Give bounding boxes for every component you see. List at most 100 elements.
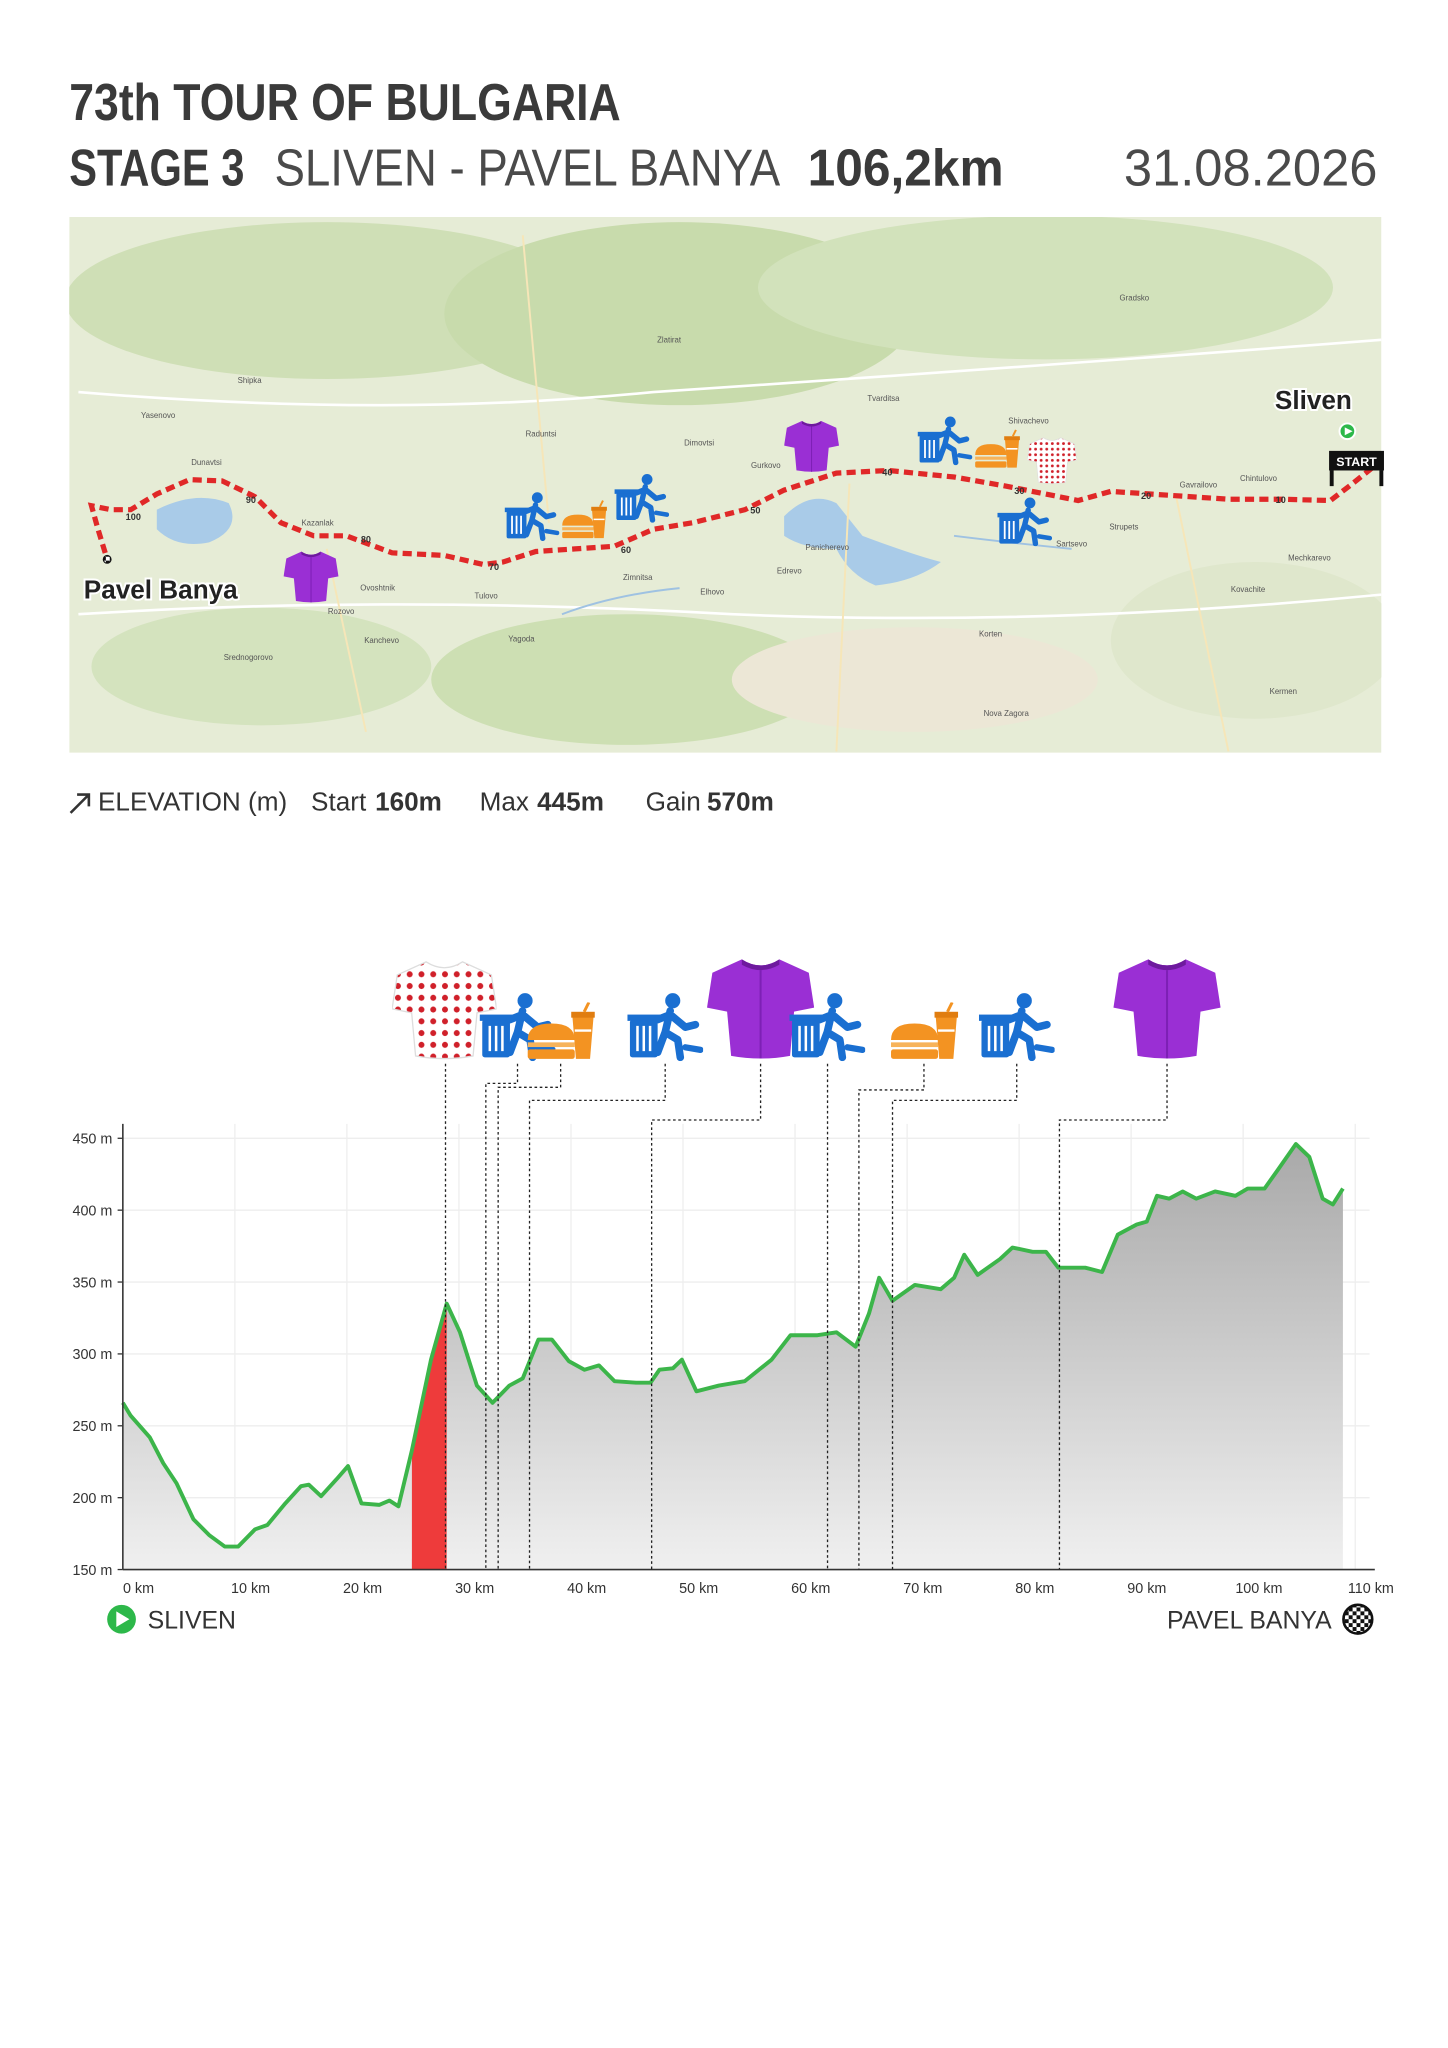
start-sign xyxy=(1329,450,1384,471)
town-label: Korten xyxy=(979,629,1002,638)
route-map: START Sliven Pavel Banya 10 20 30 40 50 60 70 8… xyxy=(69,216,1384,753)
town-label: Kovachite xyxy=(1231,585,1265,594)
town-label: Dunavtsi xyxy=(191,458,222,467)
y-tick-label: 250 m xyxy=(72,1419,112,1435)
stat-name: Start xyxy=(311,786,367,816)
x-tick-label: 50 km xyxy=(679,1581,718,1597)
town-label: Mechkarevo xyxy=(1288,554,1331,563)
town-label: Chintulovo xyxy=(1240,474,1278,483)
town-label: Rozovo xyxy=(328,607,355,616)
route: SLIVEN - PAVEL BANYA xyxy=(274,140,780,198)
town-label: Shivachevo xyxy=(1008,416,1049,425)
y-tick-label: 300 m xyxy=(72,1347,112,1363)
finish-town: Pavel Banya xyxy=(84,575,238,605)
map-km-label: 90 xyxy=(246,495,256,505)
town-label: Kermen xyxy=(1270,687,1297,696)
town-label: Gradsko xyxy=(1120,294,1150,303)
date: 31.08.2026 xyxy=(1124,140,1378,198)
x-tick-label: 20 km xyxy=(343,1581,382,1597)
town-label: Ovoshtnik xyxy=(360,584,395,593)
town-label: Panicherevo xyxy=(805,543,849,552)
route-line xyxy=(87,465,1374,568)
marker-icon xyxy=(526,1002,596,1061)
x-tick-label: 30 km xyxy=(455,1581,494,1597)
finish-icon xyxy=(1342,1603,1374,1635)
marker-leader xyxy=(485,1063,519,1570)
y-tick-label: 450 m xyxy=(72,1132,112,1148)
stat-value: 570m xyxy=(707,786,774,816)
x-tick-label: 100 km xyxy=(1235,1581,1282,1597)
marker-icon xyxy=(627,993,700,1057)
marker-icon xyxy=(392,961,497,1060)
stats-label: ELEVATION (m) xyxy=(98,786,287,816)
town-label: Gurkovo xyxy=(751,461,781,470)
marker-icon xyxy=(979,993,1052,1057)
marker-leader xyxy=(1058,1063,1168,1570)
stat-name: Gain xyxy=(646,786,701,816)
start-marker-arrow xyxy=(1344,427,1353,436)
profile-area xyxy=(122,1144,1343,1570)
elevation-chart: 150 m 200 m 250 m 300 m 350 m 400 m 450 m 0 km 1… xyxy=(72,958,1394,1597)
marker-icon xyxy=(1113,958,1221,1060)
marker-leader xyxy=(858,1063,925,1570)
map-km-label: 60 xyxy=(621,545,631,555)
stat-value: 445m xyxy=(537,786,604,816)
distance: 106,2km xyxy=(808,140,1004,198)
start-town: Sliven xyxy=(1275,385,1352,415)
town-label: Tvarditsa xyxy=(867,394,900,403)
town-label: Yagoda xyxy=(508,635,535,644)
town-label: Tulovo xyxy=(475,592,499,601)
map-km-label: 20 xyxy=(1141,491,1151,501)
town-label: Srednogorovo xyxy=(224,653,274,662)
finish-label: PAVEL BANYA xyxy=(1167,1607,1332,1634)
marker-leader xyxy=(497,1063,562,1570)
town-label: Raduntsi xyxy=(526,430,557,439)
start-label: SLIVEN xyxy=(148,1607,236,1634)
x-tick-label: 70 km xyxy=(903,1581,942,1597)
town-label: Yasenovo xyxy=(141,411,176,420)
stage: STAGE 3 xyxy=(69,140,244,198)
town-label: Shipka xyxy=(238,376,263,385)
y-tick-label: 200 m xyxy=(72,1491,112,1507)
start-icon-arrow xyxy=(116,1611,130,1628)
map-background xyxy=(69,216,1382,753)
map-km-label: 10 xyxy=(1276,495,1286,505)
x-tick-label: 60 km xyxy=(791,1581,830,1597)
town-label: Zlatirat xyxy=(657,335,682,344)
stat-value: 160m xyxy=(375,786,442,816)
y-tick-label: 350 m xyxy=(72,1275,112,1291)
town-label: Nova Zagora xyxy=(984,709,1030,718)
x-tick-label: 90 km xyxy=(1127,1581,1166,1597)
town-label: Strupets xyxy=(1109,522,1138,531)
elevation-arrow xyxy=(69,793,91,814)
town-label: Elhovo xyxy=(700,588,725,597)
town-label: Dimovtsi xyxy=(684,439,714,448)
marker-icon xyxy=(889,1002,960,1061)
stat-name: Max xyxy=(480,786,529,816)
y-tick-label: 400 m xyxy=(72,1203,112,1219)
marker-leader xyxy=(650,1063,762,1570)
town-label: Sartsevo xyxy=(1056,539,1088,548)
climb-area xyxy=(411,1303,447,1570)
x-tick-label: 110 km xyxy=(1348,1581,1394,1597)
start-sign-label: START xyxy=(1336,455,1377,469)
x-tick-label: 10 km xyxy=(231,1581,270,1597)
map-km-label: 80 xyxy=(361,534,371,544)
x-tick-label: 80 km xyxy=(1015,1581,1054,1597)
profile-line xyxy=(121,1142,1345,1549)
map-km-label: 100 xyxy=(126,512,141,522)
elevation-stats: ELEVATION (m) Start 160m Max 445m Gain 5… xyxy=(69,786,774,816)
town-label: Gavrailovo xyxy=(1180,480,1218,489)
town-label: Kanchevo xyxy=(364,636,399,645)
town-label: Zimnitsa xyxy=(623,573,653,582)
map-km-label: 50 xyxy=(750,506,760,516)
map-km-label: 30 xyxy=(1014,486,1024,496)
map-km-label: 40 xyxy=(882,468,892,478)
title: 73th TOUR OF BULGARIA xyxy=(69,74,620,132)
town-label: Edrevo xyxy=(777,567,802,576)
x-tick-label: 0 km xyxy=(123,1581,154,1597)
x-tick-label: 40 km xyxy=(567,1581,606,1597)
start-sign-posts xyxy=(1329,470,1384,487)
